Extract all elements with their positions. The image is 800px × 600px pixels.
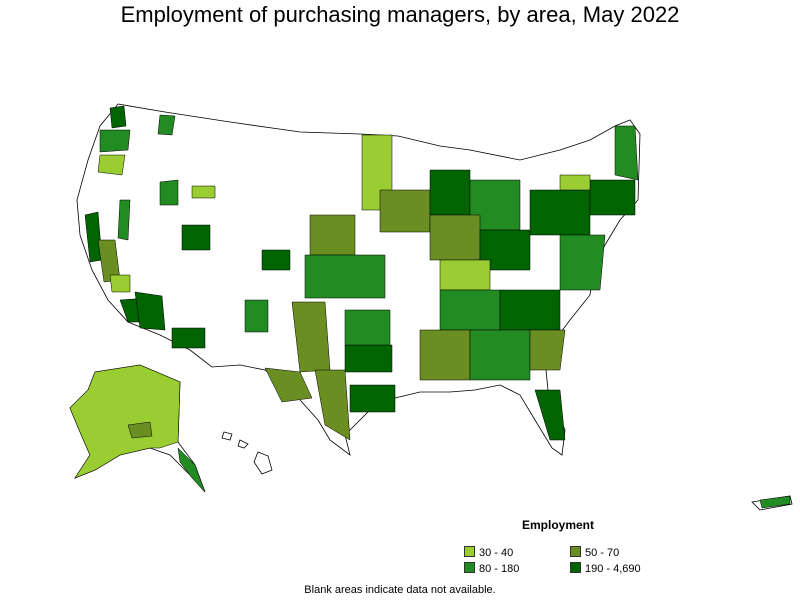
area-region — [429, 169, 471, 216]
hawaii-island — [253, 451, 273, 475]
area-region — [191, 185, 216, 199]
area-region — [159, 179, 179, 206]
area-region — [344, 344, 393, 373]
area-region — [559, 234, 606, 291]
area-region — [499, 289, 561, 331]
area-region — [117, 199, 131, 241]
area-region — [309, 214, 356, 256]
legend-item: 30 - 40 — [464, 546, 513, 559]
area-region — [379, 189, 431, 233]
area-region — [529, 329, 566, 371]
hawaii-island — [221, 431, 233, 441]
area-region — [244, 299, 269, 333]
legend-item: 80 - 180 — [464, 562, 519, 575]
legend-swatch — [464, 562, 475, 573]
area-region — [419, 329, 471, 381]
area-region — [349, 384, 396, 413]
legend-label: 30 - 40 — [479, 547, 514, 559]
legend-swatch — [570, 562, 581, 573]
area-region — [181, 224, 211, 251]
area-region — [589, 179, 636, 216]
area-region — [304, 254, 386, 299]
area-shading — [69, 105, 791, 509]
hawaii-island — [237, 439, 249, 449]
area-region — [759, 495, 791, 509]
area-region — [344, 309, 391, 346]
area-region — [614, 125, 639, 181]
area-region — [177, 447, 206, 493]
legend-label: 50 - 70 — [585, 547, 620, 559]
footnote: Blank areas indicate data not available. — [304, 584, 496, 596]
area-region — [429, 214, 481, 261]
area-region — [97, 154, 126, 176]
area-region — [439, 259, 491, 291]
area-region — [439, 289, 501, 331]
legend-label: 80 - 180 — [479, 563, 520, 575]
area-region — [157, 114, 176, 136]
legend-title: Employment — [522, 518, 595, 532]
area-region — [469, 329, 531, 381]
area-region — [109, 105, 127, 129]
area-region — [99, 129, 131, 153]
map-title: Employment of purchasing managers, by ar… — [120, 2, 680, 27]
area-region — [479, 229, 531, 271]
legend-swatch — [464, 546, 475, 557]
legend-item: 50 - 70 — [570, 546, 619, 559]
area-region — [109, 274, 131, 293]
area-region — [559, 174, 591, 191]
area-region — [264, 367, 313, 403]
area-region — [534, 389, 566, 441]
legend-swatch — [570, 546, 581, 557]
area-region — [171, 327, 206, 349]
area-region — [134, 291, 166, 331]
area-region — [69, 364, 181, 479]
area-region — [127, 421, 153, 439]
legend-label: 190 - 4,690 — [585, 563, 641, 575]
legend-item: 190 - 4,690 — [570, 562, 641, 575]
area-region — [529, 189, 591, 236]
area-region — [314, 369, 351, 441]
area-region — [261, 249, 291, 271]
